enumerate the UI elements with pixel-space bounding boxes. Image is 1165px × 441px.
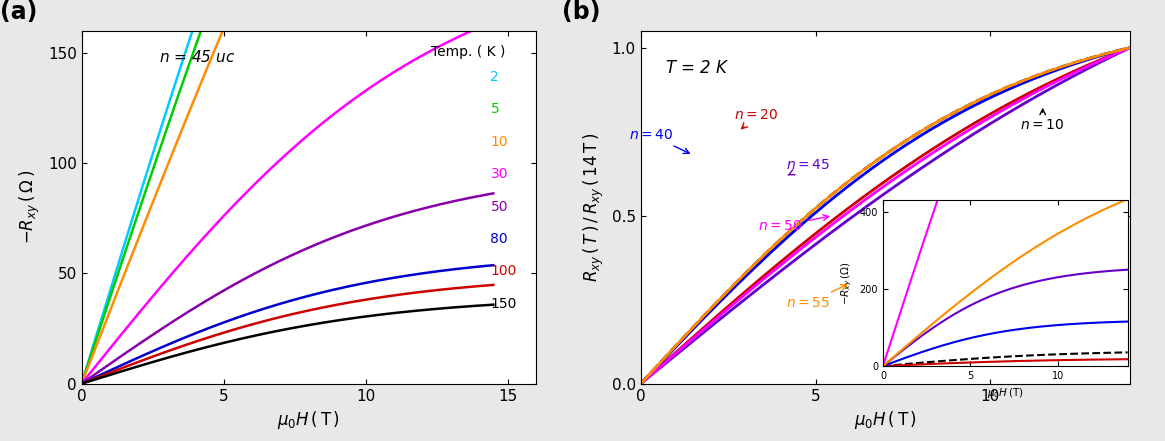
Text: 80: 80	[490, 232, 508, 246]
Text: $T$ = 2 K: $T$ = 2 K	[665, 59, 729, 77]
Text: (a): (a)	[0, 0, 37, 24]
Text: 30: 30	[490, 167, 508, 181]
X-axis label: $\mu_0 H\,(\,\mathrm{T}\,)$: $\mu_0 H\,(\,\mathrm{T}\,)$	[277, 409, 340, 431]
Text: 100: 100	[490, 265, 517, 278]
Text: $n$ = 45 uc: $n$ = 45 uc	[158, 49, 235, 64]
Text: $n = 50$: $n = 50$	[758, 215, 828, 233]
Text: 150: 150	[490, 297, 517, 311]
Text: 50: 50	[490, 199, 508, 213]
Text: 2: 2	[490, 70, 500, 84]
Text: Temp. ( K ): Temp. ( K )	[431, 45, 506, 59]
Text: $n = 20$: $n = 20$	[734, 108, 778, 129]
Text: 5: 5	[490, 102, 500, 116]
Text: $n = 40$: $n = 40$	[629, 128, 690, 153]
Text: $n = 45$: $n = 45$	[786, 158, 831, 175]
X-axis label: $\mu_0 H\,(\,\mathrm{T}\,)$: $\mu_0 H\,(\,\mathrm{T}\,)$	[854, 409, 917, 431]
Y-axis label: $R_{xy}\,(\,T\,)\,/\,R_{xy}\,(\,14\,\mathrm{T}\,)$: $R_{xy}\,(\,T\,)\,/\,R_{xy}\,(\,14\,\mat…	[582, 132, 606, 282]
Text: (b): (b)	[563, 0, 601, 24]
Text: 10: 10	[490, 135, 508, 149]
Y-axis label: $-R_{xy}\,(\,\Omega\,)$: $-R_{xy}\,(\,\Omega\,)$	[19, 170, 42, 244]
Text: $n = 55$: $n = 55$	[786, 284, 847, 310]
Text: $n = 10$: $n = 10$	[1021, 109, 1065, 132]
